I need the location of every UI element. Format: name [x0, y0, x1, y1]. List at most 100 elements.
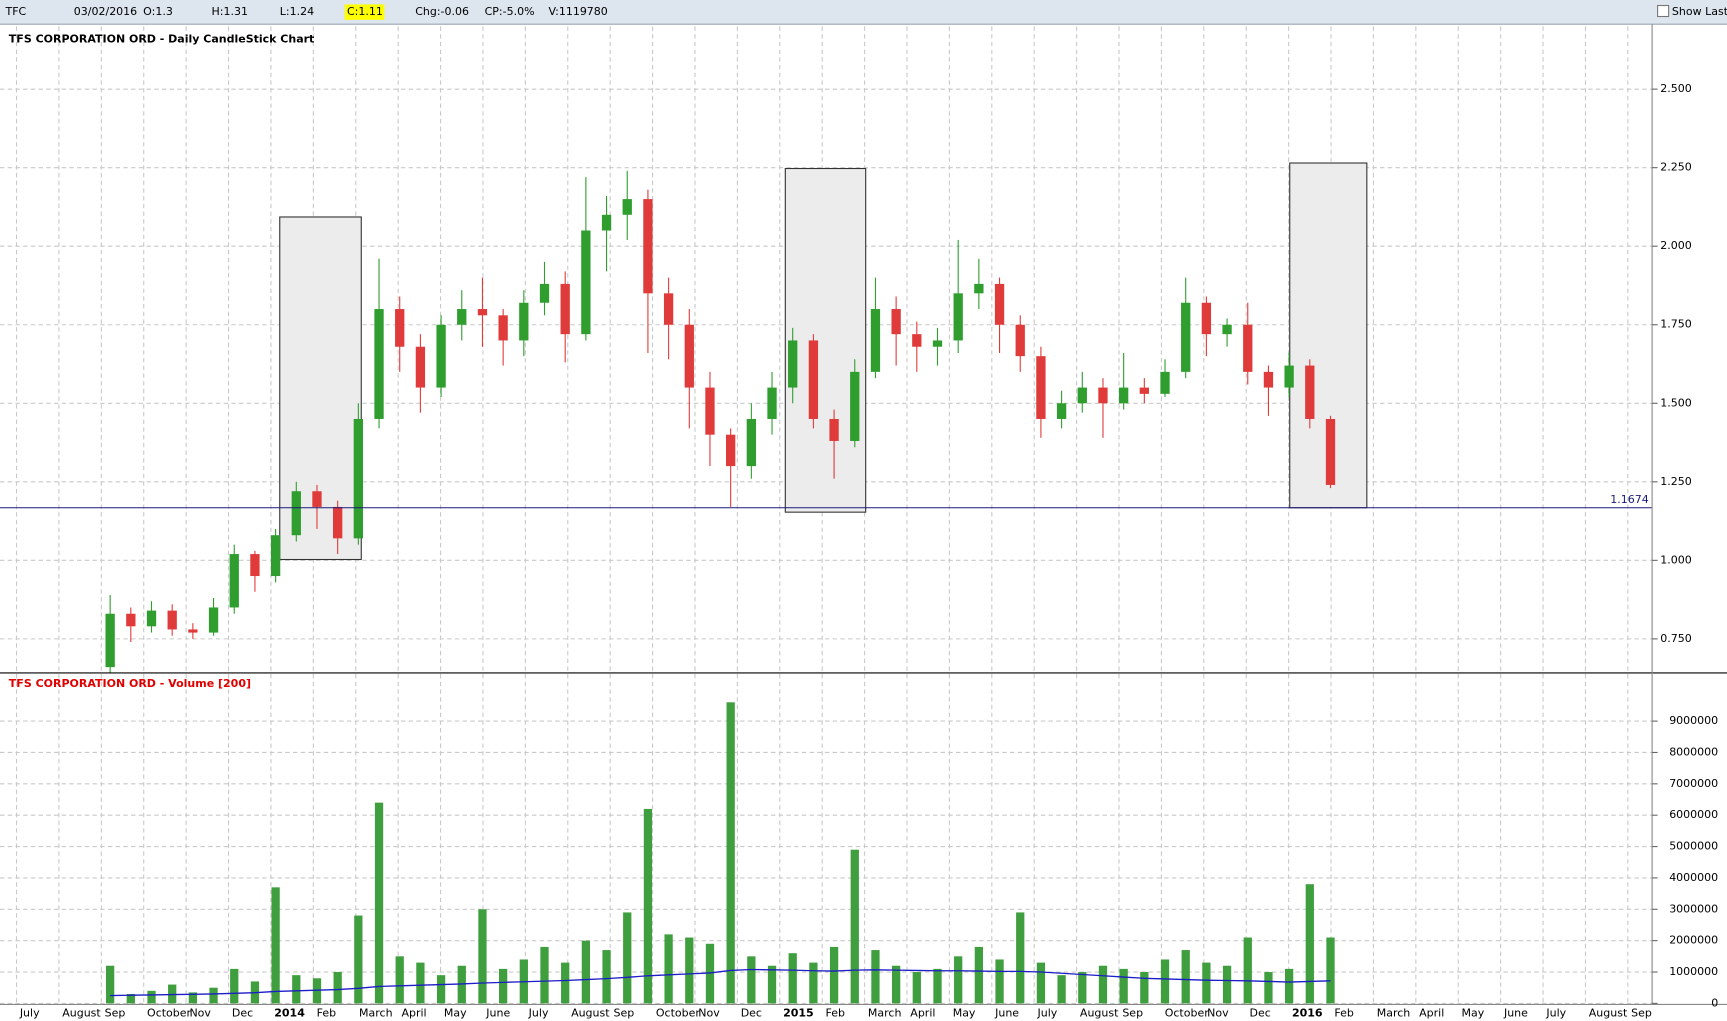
x-tick-label: Feb [826, 1006, 845, 1019]
volume-title: TFS CORPORATION ORD - Volume [200] [9, 677, 251, 690]
candle-body [477, 309, 488, 316]
candle-body [953, 293, 963, 341]
range-boxes [279, 162, 1368, 561]
volume-bar [1078, 972, 1087, 1004]
y-tick-label: 8000000 [1669, 745, 1718, 758]
candle-body [415, 346, 426, 388]
volume-bar [292, 975, 301, 1004]
candle-body [1036, 356, 1046, 419]
volume-bar [106, 965, 115, 1004]
volume-bar [1140, 972, 1149, 1004]
volume-bar [871, 950, 880, 1004]
candle-body [643, 199, 653, 294]
volume-bar [664, 934, 673, 1004]
x-tick-label: July [1037, 1006, 1058, 1019]
volume-bar [829, 946, 839, 1004]
volume-bar [1202, 962, 1211, 1004]
candle-body [1098, 387, 1108, 404]
volume-bar [561, 962, 570, 1004]
x-tick-label: July [528, 1006, 549, 1019]
y-tick-label: 2.500 [1660, 82, 1692, 95]
x-tick-label: March [868, 1006, 902, 1019]
low: L:1.24 [280, 5, 314, 18]
candle-body [932, 340, 943, 347]
y-tick-label: 2.250 [1660, 161, 1692, 174]
y-tick-label: 1.000 [1660, 553, 1692, 566]
candle-body [808, 340, 819, 419]
candle-body [374, 309, 384, 419]
candle-body [333, 506, 343, 539]
candle-body [850, 371, 860, 441]
candle-body [974, 283, 984, 294]
volume-bar [643, 808, 653, 1004]
candle-body [829, 418, 839, 441]
volume-bar [1098, 965, 1108, 1004]
volume-bar [498, 968, 508, 1004]
x-tick-label: Sep [613, 1006, 634, 1019]
volume-bar [147, 990, 156, 1004]
x-tick-label: Sep [105, 1006, 126, 1019]
volume-bar [1222, 965, 1232, 1004]
candle-body [312, 491, 322, 507]
x-tick-label: Sep [1631, 1006, 1652, 1019]
y-tick-label: 1.250 [1660, 475, 1692, 488]
candle-body [498, 315, 508, 341]
show-last[interactable]: Show Last [1672, 5, 1727, 18]
x-tick-label: Dec [232, 1006, 253, 1019]
volume-bar [954, 956, 963, 1004]
y-tick-label: 5000000 [1669, 840, 1718, 853]
x-tick-label: July [19, 1006, 40, 1019]
candle-body [870, 309, 881, 372]
y-tick-label: 1000000 [1669, 965, 1718, 978]
volume: V:1119780 [548, 5, 607, 18]
x-tick-label: Nov [698, 1006, 720, 1019]
header-bar [0, 0, 1727, 25]
candle-body [436, 324, 446, 388]
x-tick-label: March [1377, 1006, 1411, 1019]
candle-body [1139, 387, 1149, 394]
open: O:1.3 [143, 5, 173, 18]
candle-body [601, 214, 612, 231]
volume-bar [747, 956, 756, 1004]
volume-bar [1119, 968, 1128, 1004]
x-tick-label: 2014 [274, 1006, 305, 1019]
volume-bar [478, 909, 487, 1004]
volume-bar [374, 802, 384, 1004]
candle-body [1284, 365, 1294, 388]
volume-bar [230, 968, 239, 1004]
volume-bar [1243, 937, 1252, 1004]
candle-body [1222, 324, 1232, 335]
range-box [784, 167, 867, 513]
candle-body [1201, 302, 1212, 335]
x-tick-label: Nov [1207, 1006, 1229, 1019]
price-title: TFS CORPORATION ORD - Daily CandleStick … [9, 33, 315, 46]
close: C:1.11 [347, 5, 383, 18]
x-tick-label: 2016 [1292, 1006, 1323, 1019]
x-tick-label: April [910, 1006, 935, 1019]
volume-bar [354, 915, 363, 1004]
x-tick-label: July [1545, 1006, 1566, 1019]
volume-bar [974, 946, 984, 1004]
x-tick-label: October [656, 1006, 700, 1019]
volume-bar [995, 959, 1004, 1004]
volume-bar [850, 849, 859, 1004]
candle-body [622, 199, 632, 215]
y-tick-label: 4000000 [1669, 871, 1718, 884]
x-tick-label: October [147, 1006, 191, 1019]
volume-bar [602, 950, 611, 1004]
volume-bar [188, 992, 198, 1004]
checkbox[interactable] [1657, 4, 1670, 18]
volume-bar [126, 993, 135, 1004]
volume-bar [333, 972, 342, 1004]
volume-bar [685, 937, 694, 1004]
volume-bar [1264, 972, 1273, 1004]
candle-body [126, 613, 136, 627]
candle-body [105, 613, 115, 668]
volume-bar [1181, 950, 1190, 1004]
candle-body [767, 387, 777, 419]
candle-body [994, 283, 1005, 325]
volume-bar [891, 965, 901, 1004]
x-tick-label: October [1165, 1006, 1209, 1019]
volume-bar [436, 975, 446, 1004]
candle-body [1015, 324, 1025, 357]
